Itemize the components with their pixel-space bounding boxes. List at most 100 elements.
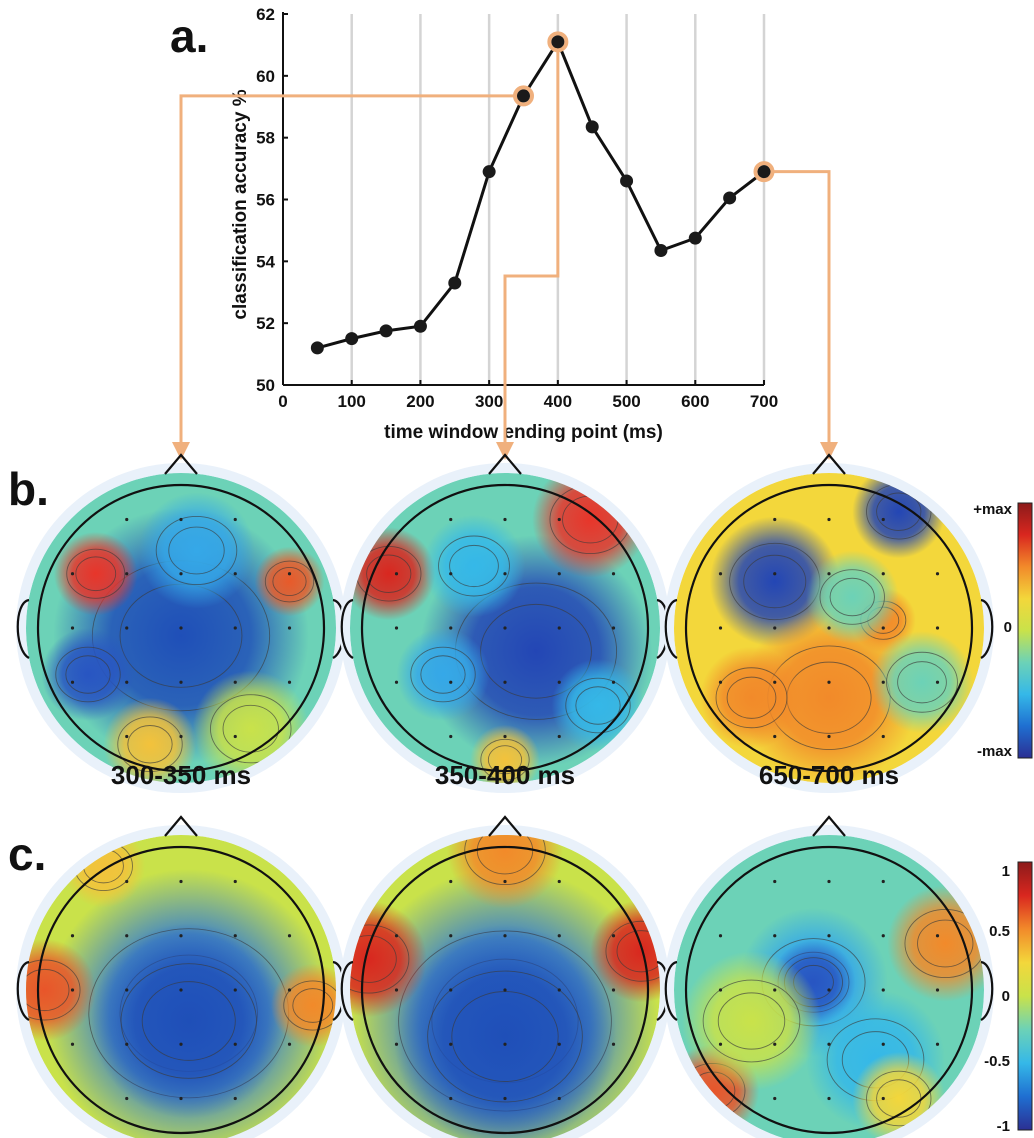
topomap-blob <box>700 646 803 749</box>
nose-outline <box>488 815 522 837</box>
electrode-14 <box>881 934 885 938</box>
data-point-700 <box>757 165 771 179</box>
colorbar-c-label-neg-1: -1 <box>997 1118 1010 1135</box>
x-axis-label: time window ending point (ms) <box>384 422 663 443</box>
contour-line <box>141 981 236 1061</box>
electrode-9 <box>827 572 831 576</box>
electrode-10 <box>179 988 183 992</box>
panel-letter-c: c. <box>8 828 46 880</box>
electrode-7 <box>125 1096 129 1101</box>
data-point-450 <box>585 120 599 134</box>
data-point-250 <box>448 276 462 290</box>
electrode-11 <box>503 680 507 684</box>
electrode-13 <box>557 517 561 522</box>
electrode-18 <box>611 934 616 938</box>
electrode-17 <box>557 734 561 739</box>
electrode-16 <box>881 1042 885 1046</box>
electrode-19 <box>287 626 292 630</box>
electrode-6 <box>449 680 453 684</box>
right-ear-outline <box>980 960 994 1021</box>
y-tick-label-52: 52 <box>256 314 275 333</box>
y-tick-label-60: 60 <box>256 67 275 86</box>
electrode-11 <box>827 1042 831 1046</box>
electrode-1 <box>394 626 399 630</box>
electrode-1 <box>394 988 399 992</box>
contour-line <box>209 694 292 764</box>
electrode-8 <box>503 879 507 884</box>
contour-line <box>897 661 947 704</box>
x-tick-label-200: 200 <box>406 392 434 411</box>
data-point-100 <box>345 332 359 346</box>
contour-line <box>480 738 530 781</box>
colorbar-c-label-neg-0-5: -0.5 <box>984 1053 1010 1070</box>
connector-650-700 <box>764 170 831 444</box>
electrode-3 <box>125 879 129 884</box>
contour-line <box>904 908 984 979</box>
contour-line <box>616 930 660 973</box>
electrode-8 <box>827 517 831 522</box>
contour-line <box>726 676 777 719</box>
y-tick-label-56: 56 <box>256 191 275 210</box>
electrode-4 <box>449 934 453 938</box>
electrode-14 <box>233 934 237 938</box>
colorbar-b-min-label: -max <box>977 743 1013 760</box>
contour-line <box>866 1070 932 1127</box>
electrode-17 <box>233 734 237 739</box>
panel-letter-b: b. <box>8 463 49 515</box>
electrode-15 <box>557 626 561 630</box>
electrode-1 <box>70 988 75 992</box>
electrode-17 <box>557 1096 561 1101</box>
accuracy-data-points <box>310 31 775 355</box>
electrode-11 <box>827 680 831 684</box>
electrode-15 <box>557 988 561 992</box>
electrode-0 <box>394 934 399 938</box>
contour-line <box>283 980 336 1031</box>
electrode-15 <box>881 626 885 630</box>
electrode-6 <box>773 680 777 684</box>
topomap-blob <box>470 724 540 783</box>
electrode-13 <box>233 517 237 522</box>
electrode-18 <box>935 572 940 576</box>
electrode-18 <box>287 934 292 938</box>
electrode-20 <box>287 1042 292 1046</box>
contour-line <box>565 677 631 734</box>
electrode-6 <box>125 680 129 684</box>
topomap-blob <box>446 835 564 909</box>
topomap-blob <box>551 659 645 752</box>
electrode-4 <box>449 572 453 576</box>
electrode-2 <box>718 680 723 684</box>
electrode-13 <box>881 517 885 522</box>
topomap-blob <box>26 938 96 1042</box>
colorbar-c-gradient <box>1017 861 1033 1131</box>
data-point-550 <box>654 244 668 258</box>
electrode-16 <box>557 680 561 684</box>
contour-line <box>449 544 499 588</box>
electrode-9 <box>179 572 183 576</box>
window-label-350-400: 350-400 ms <box>435 760 575 790</box>
topomap-c-1 <box>16 815 346 1138</box>
electrode-17 <box>233 1096 237 1101</box>
electrode-4 <box>125 934 129 938</box>
window-label-300-350: 300-350 ms <box>111 760 251 790</box>
electrode-5 <box>773 988 777 992</box>
contour-line <box>410 646 476 703</box>
colorbar-row-b: +max 0 -max <box>973 501 1033 760</box>
electrode-19 <box>935 988 940 992</box>
electrode-19 <box>611 988 616 992</box>
chart-axes <box>282 12 765 386</box>
colorbar-c-label-1: 1 <box>1002 863 1010 880</box>
electrode-12 <box>179 1096 183 1101</box>
contour-line <box>487 745 523 775</box>
contour-line <box>75 556 117 592</box>
contour-line <box>120 963 257 1079</box>
x-tick-label-500: 500 <box>612 392 640 411</box>
electrode-13 <box>881 879 885 884</box>
colorbar-b-gradient <box>1017 502 1033 759</box>
electrode-12 <box>503 1096 507 1101</box>
electrode-3 <box>449 879 453 884</box>
electrode-20 <box>935 1042 940 1046</box>
electrode-15 <box>233 626 237 630</box>
data-point-200 <box>413 319 427 333</box>
electrode-1 <box>718 626 723 630</box>
contour-line <box>464 835 546 886</box>
